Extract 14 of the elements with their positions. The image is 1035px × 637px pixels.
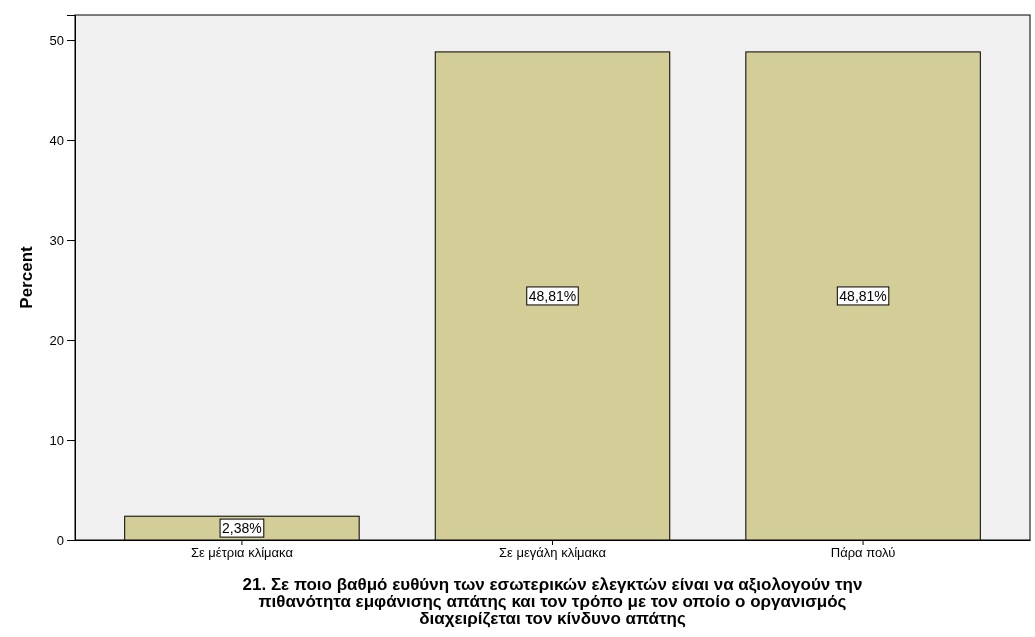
x-tick-label: Πάρα πολύ <box>830 545 896 561</box>
data-label: 2,38% <box>222 520 262 537</box>
y-tick-label: 0 <box>56 532 64 548</box>
x-tick-label: Σε μεγάλη κλίμακα <box>499 545 607 561</box>
x-tick-label: Σε μέτρια κλίμακα <box>190 545 294 561</box>
y-tick-label: 20 <box>49 332 64 348</box>
data-label: 48,81% <box>839 287 887 304</box>
x-axis-title: 21. Σε ποιο βαθμό ευθύνη των εσωτερικών ελεγκτών είναι να αξιολογούν την πιθανότητα εμφάνισης απάτης και τον τρόπο με τον οποίο ο οργανισμός διαχειρίζεται τον κίνδυνο απάτης <box>242 575 863 628</box>
data-label: 48,81% <box>528 287 577 304</box>
y-tick-label: 40 <box>49 132 64 148</box>
y-tick-label: 30 <box>49 232 64 248</box>
y-axis-title: Percent <box>17 245 36 309</box>
y-tick-label: 10 <box>49 432 64 448</box>
y-tick-label: 50 <box>49 32 64 48</box>
